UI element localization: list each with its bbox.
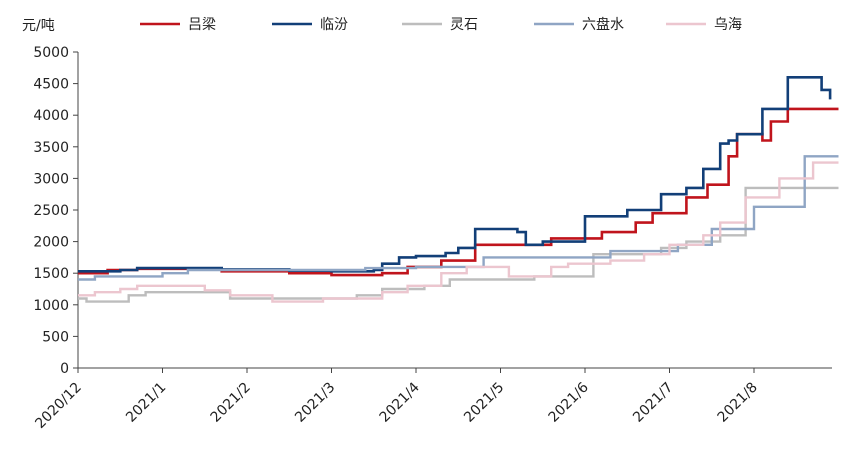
x-tick-label: 2021/3: [292, 380, 338, 426]
x-tick-label: 2021/5: [461, 380, 507, 426]
x-tick-label: 2021/2: [208, 380, 254, 426]
y-tick-label: 2000: [33, 235, 69, 251]
legend-label: 吕梁: [188, 17, 216, 33]
x-tick-label: 2021/8: [715, 380, 761, 426]
y-tick-label: 1500: [33, 266, 69, 282]
x-tick-label: 2020/12: [32, 380, 84, 432]
y-tick-label: 5000: [33, 45, 69, 61]
series-line-5: [78, 161, 839, 303]
y-tick-label: 3500: [33, 140, 69, 156]
legend-label: 临汾: [320, 17, 348, 33]
y-tick-label: 0: [60, 361, 69, 377]
x-tick-label: 2021/6: [546, 379, 592, 425]
y-axis-unit: 元/吨: [22, 18, 55, 34]
y-tick-label: 4000: [33, 108, 69, 124]
series-line-3: [78, 186, 839, 303]
series-line-4: [78, 155, 839, 281]
y-tick-label: 2500: [33, 203, 69, 219]
legend-label: 乌海: [714, 17, 742, 33]
legend-label: 六盘水: [582, 16, 624, 33]
x-axis: 2020/12 2021/1 2021/2 2021/3 2021/4 2021/5 202…: [32, 367, 832, 432]
y-tick-label: 500: [42, 329, 69, 345]
y-tick-label: 3000: [33, 171, 69, 187]
x-tick-label: 2021/1: [123, 380, 169, 426]
legend-label: 灵石: [450, 17, 478, 33]
y-axis: 0 500 1000 1500 2000 2500 3000 3500 4000 4500 5000: [33, 45, 79, 377]
x-tick-label: 2021/4: [377, 379, 423, 425]
legend: 吕梁 临汾 灵石 六盘水 乌海: [140, 16, 742, 33]
x-tick-label: 2021/7: [630, 380, 676, 426]
y-tick-label: 1000: [33, 298, 69, 314]
y-tick-label: 4500: [33, 77, 69, 93]
series-lines: [78, 76, 839, 303]
